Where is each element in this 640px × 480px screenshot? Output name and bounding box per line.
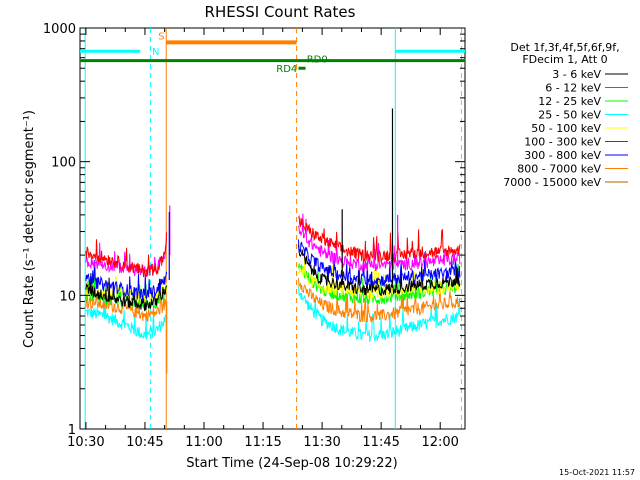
series-line-post — [298, 244, 461, 297]
y-tick-label: 10 — [59, 289, 76, 304]
series-line-pre — [85, 281, 168, 322]
annotation-n: N — [152, 47, 159, 58]
legend-label: 50 - 100 keV — [531, 122, 601, 135]
series-line-post — [298, 213, 461, 273]
legend-label: 300 - 800 keV — [524, 149, 601, 162]
annotation-rd4: RD4 — [276, 64, 297, 75]
axis-layer: 10:30 10:45 11:00 11:15 11:30 11:45 12:00 1 10 10… — [43, 22, 465, 450]
series-line-post — [298, 286, 461, 342]
x-axis-label: Start Time (24-Sep-08 10:29:22) — [186, 456, 397, 471]
legend-label: 12 - 25 keV — [538, 95, 601, 108]
x-tick-label: 11:00 — [185, 435, 222, 450]
series-line-pre — [85, 260, 168, 301]
series-line-pre — [85, 296, 168, 340]
x-tick-label: 12:00 — [421, 435, 458, 450]
annotation-rd0: RD0 — [307, 55, 328, 66]
footer-date: 15-Oct-2021 11:57 — [559, 468, 635, 477]
legend-label: 100 - 300 keV — [524, 136, 601, 149]
x-tick-label: 11:15 — [244, 435, 281, 450]
legend-header-2: FDecim 1, Att 0 — [522, 53, 607, 66]
y-tick-label: 1000 — [43, 22, 76, 37]
series-line-pre — [85, 273, 168, 312]
annotation-layer: NS RD4 RD0 — [152, 31, 328, 75]
legend-label: 3 - 6 keV — [552, 68, 601, 81]
x-tick-label: 11:45 — [362, 435, 399, 450]
legend-label: 7000 - 15000 keV — [503, 176, 601, 189]
overlay-lines — [80, 28, 465, 429]
series-line-post — [298, 277, 461, 323]
y-tick-label: 1 — [68, 423, 76, 438]
x-tick-label: 10:30 — [67, 435, 104, 450]
legend-label: 25 - 50 keV — [538, 109, 601, 122]
chart-title: RHESSI Count Rates — [205, 3, 356, 21]
plot-frame — [79, 27, 466, 430]
series-line-post — [298, 239, 461, 288]
legend: Det 1f,3f,4f,5f,6f,9f, FDecim 1, Att 0 3… — [503, 41, 628, 189]
annotation-s: S — [158, 31, 164, 42]
legend-header-1: Det 1f,3f,4f,5f,6f,9f, — [510, 41, 619, 54]
series-line-pre — [85, 232, 168, 279]
legend-label: 800 - 7000 keV — [517, 163, 601, 176]
x-tick-label: 10:45 — [126, 435, 163, 450]
x-tick-label: 11:30 — [303, 435, 340, 450]
series-line-post — [298, 263, 461, 305]
y-tick-label: 100 — [51, 156, 76, 171]
legend-label: 6 - 12 keV — [545, 82, 601, 95]
series-layer — [85, 108, 461, 374]
y-axis-label: Count Rate (s⁻¹ detector segment⁻¹) — [22, 110, 37, 348]
series-line-post — [298, 214, 461, 263]
